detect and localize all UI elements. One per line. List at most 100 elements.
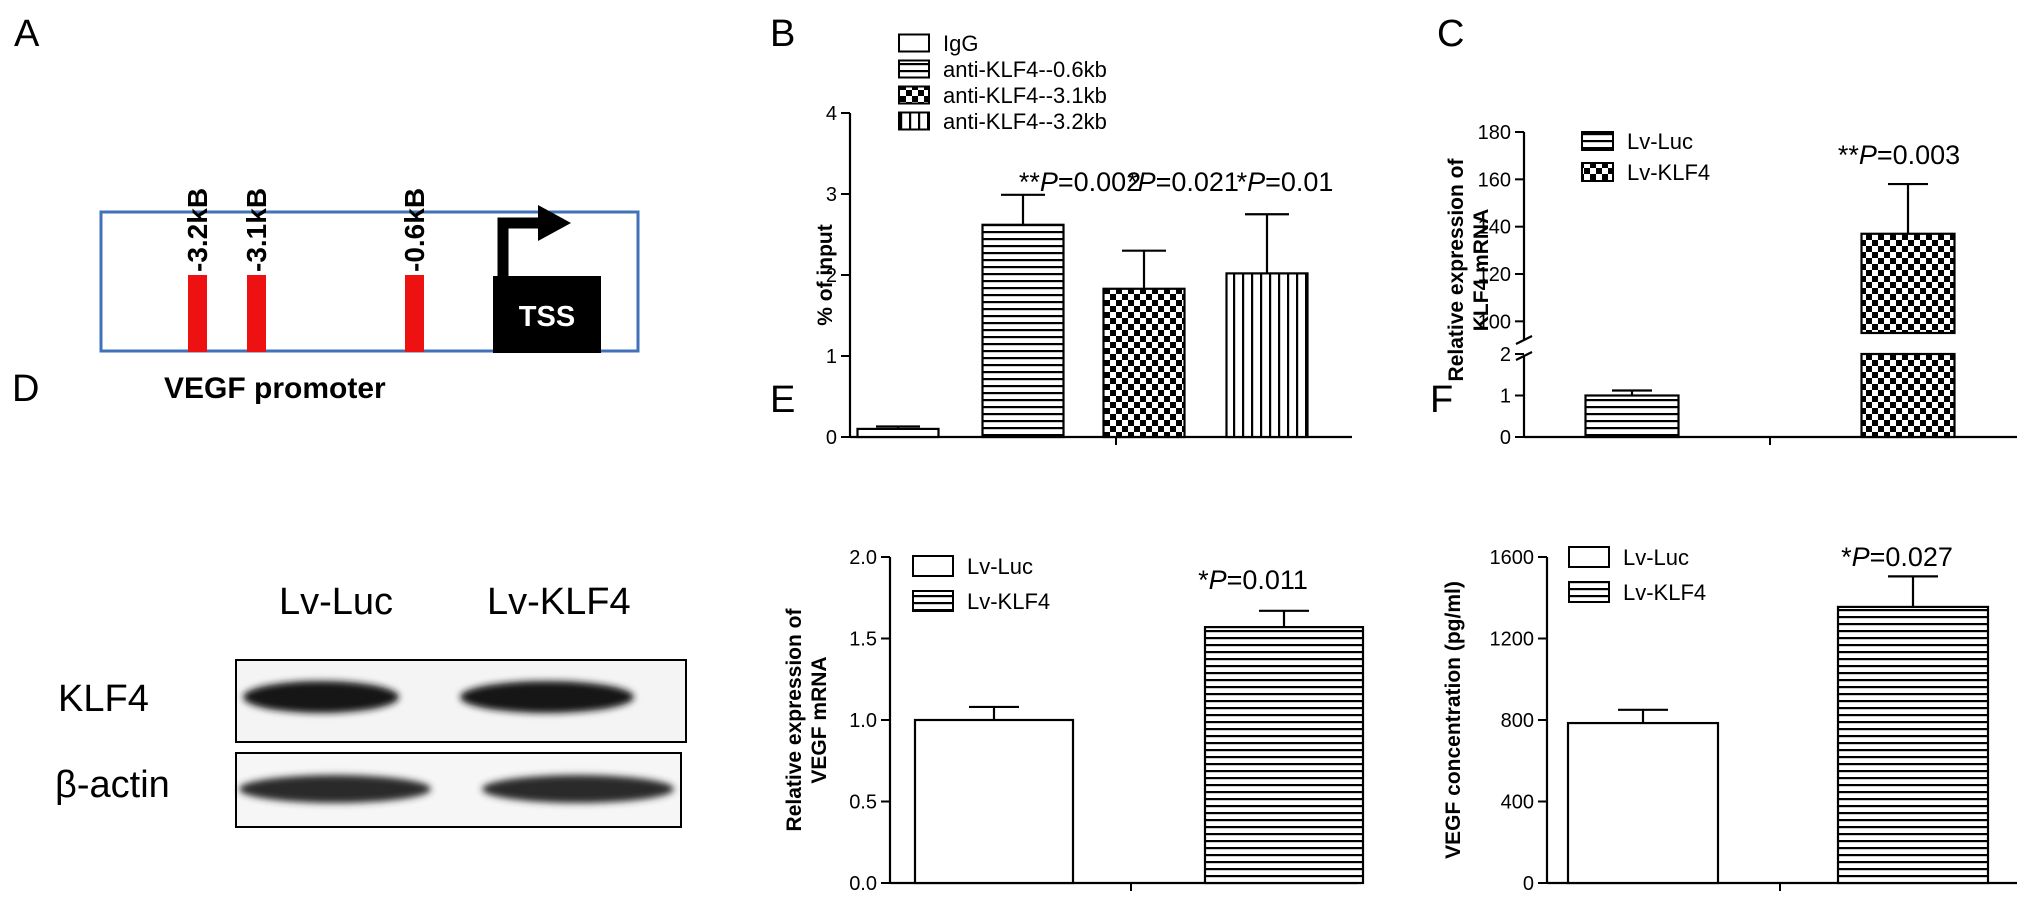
tss-label: TSS xyxy=(519,301,575,333)
band xyxy=(239,775,431,803)
bar xyxy=(1836,605,1990,885)
y-tick-label: 160 xyxy=(1478,169,1511,191)
legend-label: Lv-Luc xyxy=(1627,129,1693,154)
y-tick-label: 1600 xyxy=(1490,547,1535,569)
legend-swatch xyxy=(898,85,930,105)
y-tick-label: 2.0 xyxy=(849,547,877,569)
site-label: -0.6kB xyxy=(399,188,430,272)
legend-label: anti-KLF4--3.1kb xyxy=(943,83,1107,108)
legend-swatch xyxy=(1568,546,1610,568)
bar xyxy=(856,427,940,439)
panel-label-e: E xyxy=(770,379,795,421)
y-axis-label: % of input xyxy=(814,224,837,325)
y-tick-label: 1 xyxy=(1500,386,1511,408)
error-bar xyxy=(1122,249,1166,289)
bar xyxy=(1860,352,1956,439)
chart-c: 0 1 2 100 120 140 160 180 Relative expression of… xyxy=(1445,122,2017,449)
error-bar xyxy=(969,705,1019,720)
bar xyxy=(1203,625,1365,885)
y-tick-label: 0.0 xyxy=(849,873,877,895)
legend-label: Lv-KLF4 xyxy=(1627,160,1710,185)
legend-label: Lv-Luc xyxy=(1623,545,1689,570)
legend-label: anti-KLF4--0.6kb xyxy=(943,57,1107,82)
site-label: -3.1kB xyxy=(241,188,272,272)
legend-label: Lv-KLF4 xyxy=(1623,580,1706,605)
site-marker xyxy=(247,275,266,352)
panel-label-a: A xyxy=(14,13,40,55)
band xyxy=(243,681,399,713)
axis-break xyxy=(1515,351,1533,361)
promoter-diagram: -3.2kB -3.1kB -0.6kB TSS VEGF promoter xyxy=(99,188,640,405)
p-value-annotation: **P=0.003 xyxy=(1838,140,1960,170)
y-tick-label: 180 xyxy=(1478,122,1511,144)
bar xyxy=(981,223,1065,439)
panel-label-b: B xyxy=(770,13,795,55)
lane-label: Lv-KLF4 xyxy=(487,581,631,623)
y-tick-label: 1 xyxy=(826,346,837,368)
y-tick-label: 0 xyxy=(826,427,837,449)
bar xyxy=(1566,721,1720,885)
y-axis-label: Relative expression ofKLF4 mRNA xyxy=(1445,158,1493,382)
legend-label: Lv-KLF4 xyxy=(967,589,1050,614)
chart-f: 0 400 800 1200 1600 VEGF concentration (pg/ml… xyxy=(1442,542,2017,895)
y-tick-label: 0 xyxy=(1523,873,1534,895)
legend-label: IgG xyxy=(943,31,978,56)
error-bar xyxy=(1259,609,1309,628)
legend-swatch xyxy=(898,111,930,131)
y-tick-label: 1.0 xyxy=(849,710,877,732)
legend-swatch xyxy=(898,33,930,53)
y-tick-label: 3 xyxy=(826,184,837,206)
p-value-annotation: *P=0.011 xyxy=(1198,565,1308,595)
p-value-annotation: *P=0.01 xyxy=(1237,167,1334,197)
bar xyxy=(913,718,1075,885)
tss-arrowhead-icon xyxy=(538,205,571,241)
legend-label: anti-KLF4--3.2kb xyxy=(943,109,1107,134)
row-label-actin: β-actin xyxy=(55,764,170,806)
legend-swatch xyxy=(1568,581,1610,603)
legend-swatch xyxy=(898,59,930,79)
y-tick-label: 2 xyxy=(1500,344,1511,366)
y-axis-label: Relative expression ofVEGF mRNA xyxy=(783,608,831,832)
error-bar xyxy=(876,425,920,429)
panel-label-c: C xyxy=(1437,13,1464,55)
tss-box xyxy=(493,276,601,353)
error-bar xyxy=(1618,708,1668,724)
legend-swatch xyxy=(912,555,954,577)
error-bar xyxy=(1888,575,1938,607)
y-tick-label: 120 xyxy=(1478,264,1511,286)
error-bar xyxy=(1888,182,1928,234)
error-bar xyxy=(1245,213,1289,274)
chart-e: 0.0 0.5 1.0 1.5 2.0 Relative expression ofVEG… xyxy=(783,547,1365,895)
y-tick-label: 2 xyxy=(826,265,837,287)
y-tick-label: 800 xyxy=(1501,710,1534,732)
row-label-klf4: KLF4 xyxy=(58,678,149,720)
bar xyxy=(1860,232,1956,335)
error-bar xyxy=(1612,389,1652,396)
p-value-annotation: **P=0.002 xyxy=(1019,167,1141,197)
legend-swatch xyxy=(1581,162,1614,182)
bar xyxy=(1584,394,1680,439)
panel-label-f: F xyxy=(1430,379,1453,421)
y-tick-label: 1200 xyxy=(1490,629,1535,651)
y-tick-label: 0 xyxy=(1500,427,1511,449)
band xyxy=(482,775,674,803)
legend-label: Lv-Luc xyxy=(967,554,1033,579)
y-tick-label: 100 xyxy=(1478,311,1511,333)
p-value-annotation: *P=0.027 xyxy=(1841,542,1953,572)
band xyxy=(460,681,634,713)
site-label: -3.2kB xyxy=(182,188,213,272)
y-tick-label: 0.5 xyxy=(849,792,877,814)
legend-swatch xyxy=(912,590,954,612)
error-bar xyxy=(1001,193,1045,225)
axis-break xyxy=(1515,335,1533,345)
p-value-annotation: *P=0.021 xyxy=(1127,167,1239,197)
bar xyxy=(1225,272,1309,439)
site-marker xyxy=(405,275,424,352)
panel-label-d: D xyxy=(12,368,39,410)
legend-swatch xyxy=(1581,131,1614,151)
y-tick-label: 140 xyxy=(1478,217,1511,239)
y-tick-label: 1.5 xyxy=(849,629,877,651)
y-axis-label: VEGF concentration (pg/ml) xyxy=(1442,581,1465,859)
